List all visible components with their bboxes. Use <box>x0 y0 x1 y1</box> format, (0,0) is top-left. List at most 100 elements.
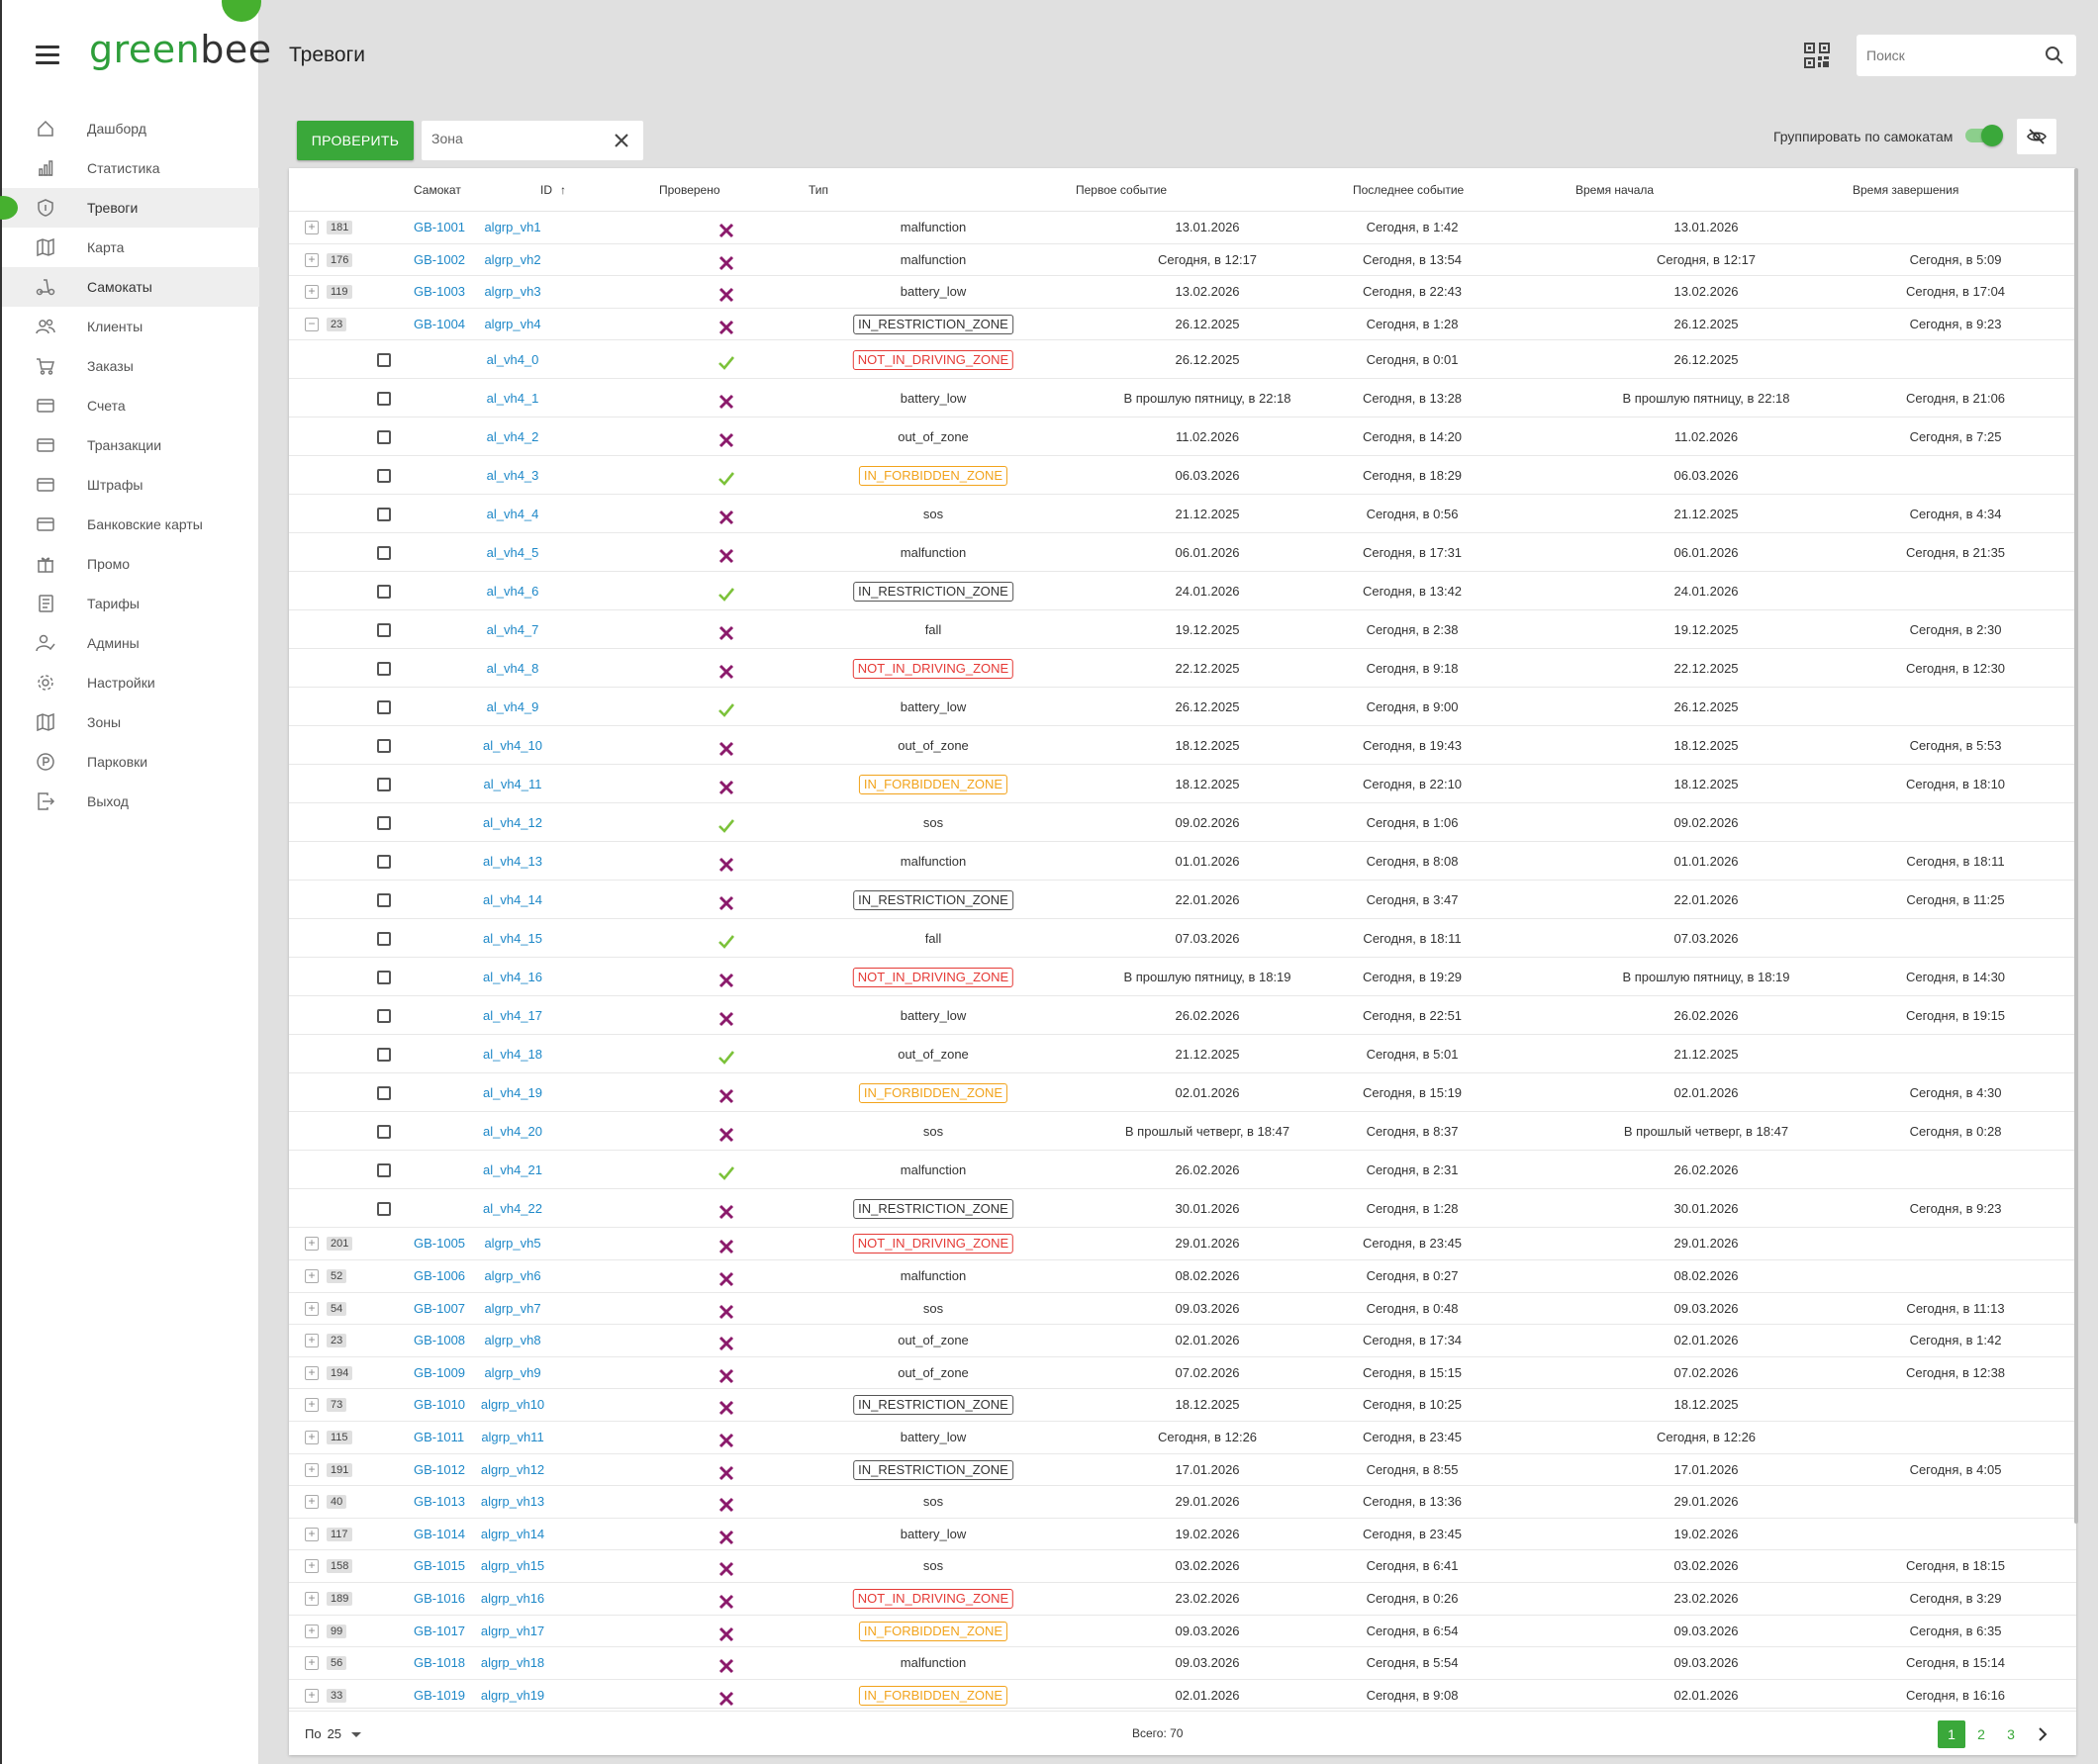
row-checkbox[interactable] <box>377 700 391 715</box>
table-row[interactable]: +117 GB-1014 algrp_vh14 battery_low 19.02.20… <box>289 1519 2076 1551</box>
scooter-link[interactable]: GB-1009 <box>414 1364 466 1380</box>
alert-id-link[interactable]: al_vh4_3 <box>486 468 539 484</box>
table-row[interactable]: +191 GB-1012 algrp_vh12 IN_RESTRICTION_ZONE… <box>289 1454 2076 1487</box>
row-checkbox[interactable] <box>377 855 391 870</box>
sidebar-item-6[interactable]: Заказы <box>2 346 259 386</box>
alert-id-link[interactable]: al_vh4_11 <box>483 777 542 792</box>
zone-input[interactable] <box>431 131 600 146</box>
table-row-child[interactable]: al_vh4_22 IN_RESTRICTION_ZONE 30.01.2026 Се… <box>289 1189 2076 1229</box>
alert-id-link[interactable]: algrp_vh4 <box>484 316 541 331</box>
column-header-2[interactable]: Проверено <box>659 183 720 197</box>
expand-icon[interactable]: + <box>305 1688 319 1703</box>
sidebar-item-1[interactable]: Статистика <box>2 148 259 188</box>
table-row[interactable]: +54 GB-1007 algrp_vh7 sos 09.03.2026 Сегодня,… <box>289 1293 2076 1326</box>
column-header-6[interactable]: Время начала <box>1575 183 1655 197</box>
sidebar-item-9[interactable]: Штрафы <box>2 465 259 505</box>
expand-icon[interactable]: + <box>305 1624 319 1638</box>
expand-icon[interactable]: + <box>305 1495 319 1510</box>
sidebar-item-12[interactable]: Тарифы <box>2 584 259 623</box>
table-row[interactable]: +99 GB-1017 algrp_vh17 IN_FORBIDDEN_ZONE 09.… <box>289 1616 2076 1648</box>
expand-icon[interactable]: + <box>305 285 319 300</box>
table-row-child[interactable]: al_vh4_8 NOT_IN_DRIVING_ZONE 22.12.2025 Сег… <box>289 649 2076 689</box>
expand-icon[interactable]: + <box>305 1527 319 1541</box>
row-checkbox[interactable] <box>377 1048 391 1063</box>
alert-id-link[interactable]: al_vh4_6 <box>486 584 539 600</box>
sidebar-item-14[interactable]: Настройки <box>2 663 259 702</box>
alert-id-link[interactable]: algrp_vh8 <box>484 1333 541 1348</box>
table-row[interactable]: −23 GB-1004 algrp_vh4 IN_RESTRICTION_ZONE 26… <box>289 309 2076 341</box>
expand-icon[interactable]: + <box>305 1656 319 1671</box>
alert-id-link[interactable]: al_vh4_13 <box>483 854 542 870</box>
check-button[interactable]: ПРОВЕРИТЬ <box>297 121 414 160</box>
group-by-scooter-toggle[interactable] <box>1965 125 2003 146</box>
row-checkbox[interactable] <box>377 1202 391 1217</box>
table-row-child[interactable]: al_vh4_3 IN_FORBIDDEN_ZONE 06.03.2026 Сегод… <box>289 456 2076 496</box>
scooter-link[interactable]: GB-1012 <box>414 1461 466 1477</box>
row-checkbox[interactable] <box>377 662 391 677</box>
expand-icon[interactable]: + <box>305 1559 319 1574</box>
scooter-link[interactable]: GB-1008 <box>414 1333 466 1348</box>
row-checkbox[interactable] <box>377 430 391 445</box>
table-row[interactable]: +176 GB-1002 algrp_vh2 malfunction Сегодня, … <box>289 244 2076 277</box>
alert-id-link[interactable]: algrp_vh6 <box>484 1267 541 1283</box>
clear-icon[interactable] <box>614 133 629 148</box>
column-header-1[interactable]: ID ↑ <box>540 183 566 197</box>
table-row-child[interactable]: al_vh4_14 IN_RESTRICTION_ZONE 22.01.2026 Се… <box>289 881 2076 920</box>
table-row[interactable]: +194 GB-1009 algrp_vh9 out_of_zone 07.02.202… <box>289 1357 2076 1390</box>
page-1-button[interactable]: 1 <box>1938 1720 1965 1748</box>
row-checkbox[interactable] <box>377 816 391 831</box>
alert-id-link[interactable]: algrp_vh19 <box>480 1687 545 1703</box>
sidebar-item-3[interactable]: Карта <box>2 228 259 267</box>
table-row[interactable]: +73 GB-1010 algrp_vh10 IN_RESTRICTION_ZONE 1… <box>289 1389 2076 1422</box>
row-checkbox[interactable] <box>377 469 391 484</box>
alert-id-link[interactable]: algrp_vh5 <box>484 1236 541 1252</box>
alert-id-link[interactable]: algrp_vh9 <box>484 1364 541 1380</box>
sidebar-item-0[interactable]: Дашборд <box>2 109 259 148</box>
alert-id-link[interactable]: al_vh4_14 <box>483 892 542 908</box>
sidebar-item-13[interactable]: Админы <box>2 623 259 663</box>
next-page-icon[interactable] <box>2029 1720 2056 1748</box>
table-row-child[interactable]: al_vh4_21 malfunction 26.02.2026 Сегодня, в… <box>289 1151 2076 1190</box>
sidebar-item-5[interactable]: Клиенты <box>2 307 259 346</box>
column-header-4[interactable]: Первое событие <box>1076 183 1168 197</box>
table-row-child[interactable]: al_vh4_11 IN_FORBIDDEN_ZONE 18.12.2025 Сего… <box>289 765 2076 804</box>
scooter-link[interactable]: GB-1018 <box>414 1655 466 1671</box>
expand-icon[interactable]: + <box>305 1237 319 1252</box>
alert-id-link[interactable]: al_vh4_5 <box>486 545 539 561</box>
table-row-child[interactable]: al_vh4_4 sos 21.12.2025 Сегодня, в 0:56 21.1… <box>289 495 2076 534</box>
table-row-child[interactable]: al_vh4_18 out_of_zone 21.12.2025 Сегодня, в… <box>289 1035 2076 1074</box>
table-row[interactable]: +23 GB-1008 algrp_vh8 out_of_zone 02.01.2026… <box>289 1325 2076 1357</box>
row-checkbox[interactable] <box>377 508 391 522</box>
alert-id-link[interactable]: algrp_vh10 <box>480 1397 545 1413</box>
sidebar-item-16[interactable]: Парковки <box>2 742 259 782</box>
row-checkbox[interactable] <box>377 1125 391 1140</box>
scooter-link[interactable]: GB-1013 <box>414 1494 466 1510</box>
sidebar-item-2[interactable]: Тревоги <box>0 188 259 228</box>
search-icon[interactable] <box>2045 46 2064 65</box>
table-row-child[interactable]: al_vh4_12 sos 09.02.2026 Сегодня, в 1:06 09.… <box>289 803 2076 843</box>
table-row-child[interactable]: al_vh4_0 NOT_IN_DRIVING_ZONE 26.12.2025 Сег… <box>289 340 2076 380</box>
collapse-icon[interactable]: − <box>305 317 319 331</box>
row-checkbox[interactable] <box>377 1086 391 1101</box>
sidebar-item-11[interactable]: Промо <box>2 544 259 584</box>
hide-columns-button[interactable] <box>2017 119 2056 154</box>
table-row[interactable]: +201 GB-1005 algrp_vh5 NOT_IN_DRIVING_ZONE 2… <box>289 1228 2076 1260</box>
scooter-link[interactable]: GB-1006 <box>414 1267 466 1283</box>
table-row[interactable]: +40 GB-1013 algrp_vh13 sos 29.01.2026 Сегодня… <box>289 1486 2076 1519</box>
expand-icon[interactable]: + <box>305 221 319 234</box>
row-checkbox[interactable] <box>377 392 391 407</box>
table-row[interactable]: +56 GB-1018 algrp_vh18 malfunction 09.03.202… <box>289 1647 2076 1680</box>
table-row-child[interactable]: al_vh4_16 NOT_IN_DRIVING_ZONE В прошлую пя… <box>289 958 2076 997</box>
expand-icon[interactable]: + <box>305 1398 319 1413</box>
table-row-child[interactable]: al_vh4_2 out_of_zone 11.02.2026 Сегодня, в … <box>289 418 2076 457</box>
alert-id-link[interactable]: al_vh4_22 <box>483 1201 542 1217</box>
row-checkbox[interactable] <box>377 778 391 792</box>
table-row[interactable]: +52 GB-1006 algrp_vh6 malfunction 08.02.2026… <box>289 1260 2076 1293</box>
expand-icon[interactable]: + <box>305 1334 319 1348</box>
sidebar-item-10[interactable]: Банковские карты <box>2 505 259 544</box>
search-input[interactable] <box>1866 45 2035 66</box>
chevron-down-icon[interactable] <box>351 1732 362 1738</box>
table-row-child[interactable]: al_vh4_15 fall 07.03.2026 Сегодня, в 18:11 0… <box>289 919 2076 959</box>
table-row[interactable]: +33 GB-1019 algrp_vh19 IN_FORBIDDEN_ZONE 02.… <box>289 1680 2076 1713</box>
scooter-link[interactable]: GB-1011 <box>414 1429 465 1444</box>
